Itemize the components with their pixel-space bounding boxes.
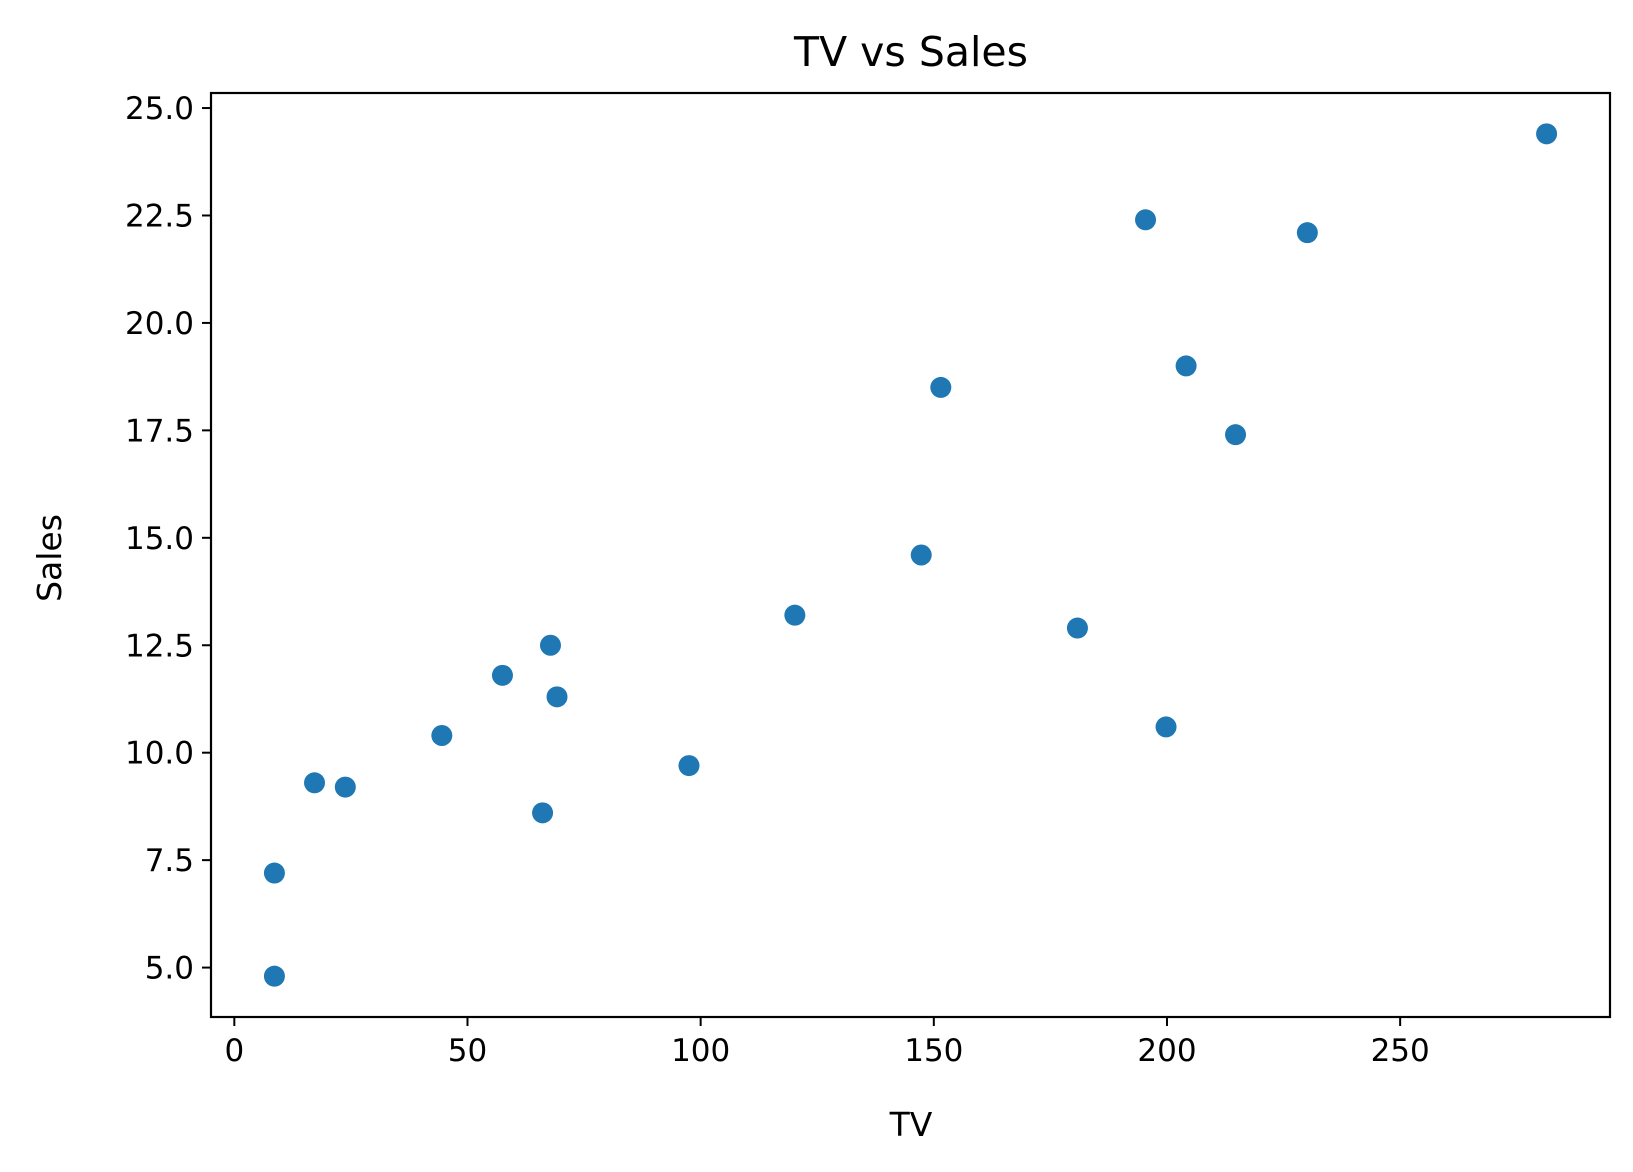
x-tick-label: 200: [1137, 1033, 1196, 1069]
x-tick-label: 100: [671, 1033, 730, 1069]
data-point: [1155, 716, 1177, 738]
data-point: [334, 776, 356, 798]
data-points: [263, 123, 1558, 987]
data-point: [1135, 209, 1157, 231]
y-tick-label: 7.5: [145, 843, 194, 879]
y-axis-label: Sales: [30, 514, 69, 602]
data-point: [263, 965, 285, 987]
plot-area-frame: [209, 91, 1612, 1019]
data-point: [678, 755, 700, 777]
y-tick-label: 15.0: [125, 521, 194, 557]
y-axis-ticks: 5.0 7.5 10.0 12.5 15.0 17.5 20.0 22.5 25.0: [125, 91, 211, 987]
x-tick-label: 150: [904, 1033, 963, 1069]
data-point: [546, 686, 568, 708]
y-tick-label: 20.0: [125, 306, 194, 342]
x-tick-label: 0: [224, 1033, 244, 1069]
data-point: [532, 802, 554, 824]
y-tick-label: 12.5: [125, 628, 194, 664]
data-point: [1225, 424, 1247, 446]
data-point: [1296, 222, 1318, 244]
y-tick-label: 17.5: [125, 413, 194, 449]
data-point: [910, 544, 932, 566]
y-tick-label: 10.0: [125, 736, 194, 772]
x-axis-label: TV: [889, 1105, 933, 1144]
data-point: [539, 634, 561, 656]
x-axis-ticks: 0 50 100 150 200 250: [224, 1017, 1430, 1069]
x-tick-label: 250: [1371, 1033, 1430, 1069]
data-point: [431, 725, 453, 747]
chart-title: TV vs Sales: [793, 28, 1028, 76]
data-point: [784, 604, 806, 626]
x-tick-label: 50: [448, 1033, 487, 1069]
y-tick-label: 22.5: [125, 198, 194, 234]
y-tick-label: 5.0: [145, 951, 194, 987]
y-tick-label: 25.0: [125, 91, 194, 127]
data-point: [1536, 123, 1558, 145]
data-point: [263, 862, 285, 884]
data-point: [1175, 355, 1197, 377]
data-point: [491, 664, 513, 686]
data-point: [930, 376, 952, 398]
data-point: [1066, 617, 1088, 639]
data-point: [304, 772, 326, 794]
